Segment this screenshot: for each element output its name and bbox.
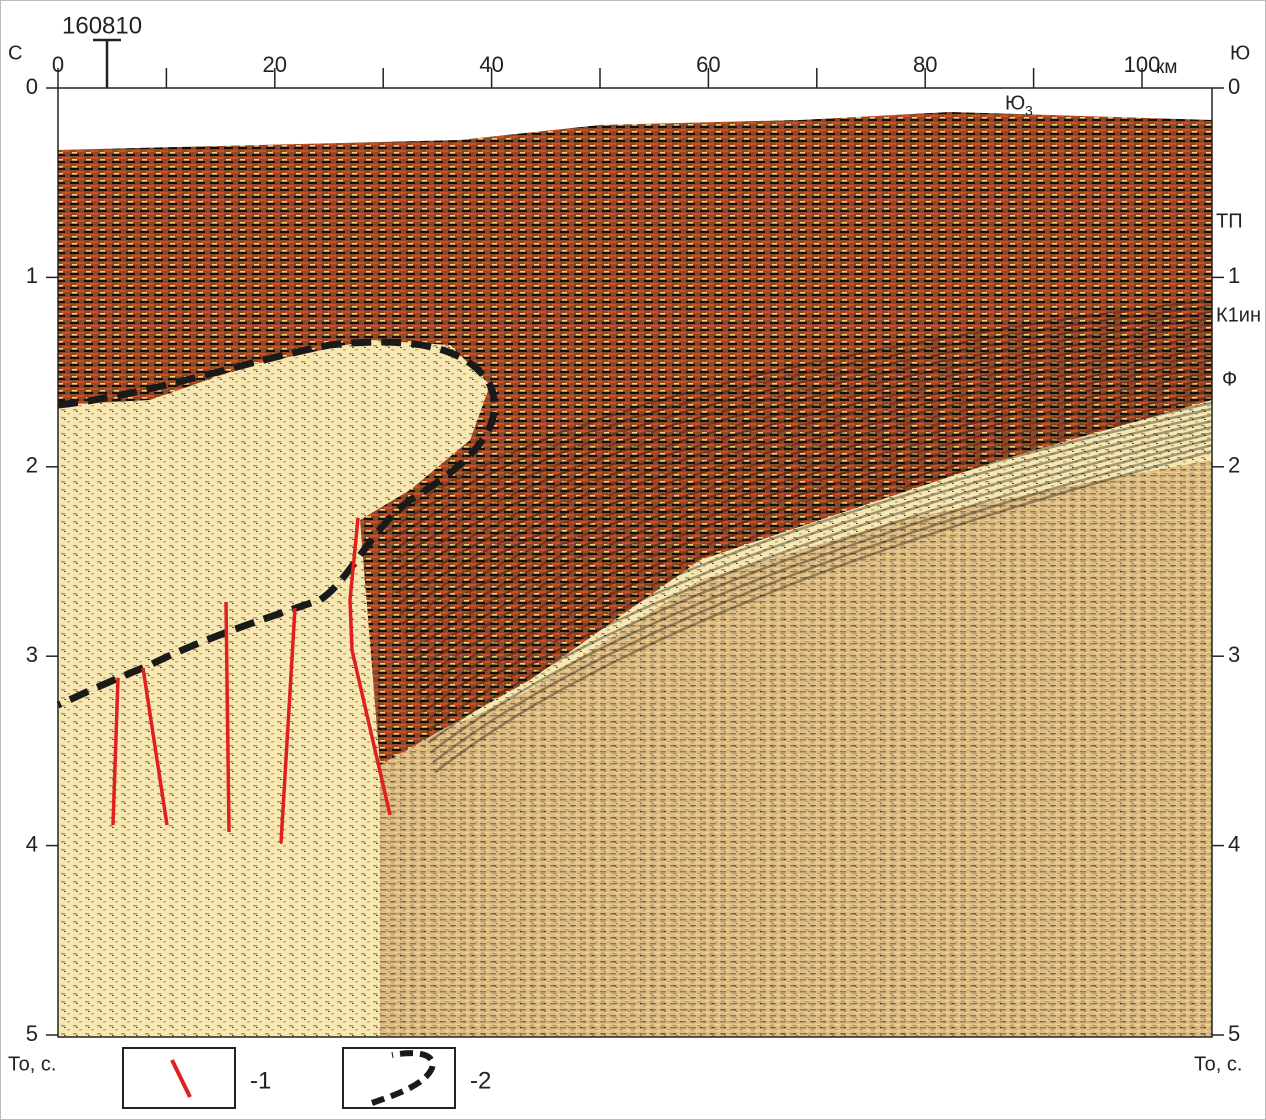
y-tick-label-right: 0	[1228, 74, 1240, 99]
page: 160810 С Ю ТП К1ин Ф Ю 3 То, с. То, с. -…	[0, 0, 1266, 1120]
y-tick-label-left: 2	[26, 453, 38, 478]
legend-label: -1	[250, 1067, 271, 1094]
y-axis-label: То, с.	[8, 1053, 56, 1075]
y-tick-label-right: 5	[1228, 1021, 1240, 1046]
seismic-section	[58, 88, 1212, 1037]
y-tick-label-left: 4	[26, 831, 38, 856]
y-axis-label: То, с.	[1194, 1053, 1242, 1075]
x-tick-label: 0	[52, 52, 64, 77]
figure: 160810 С Ю ТП К1ин Ф Ю 3 То, с. То, с. -…	[0, 0, 1266, 1120]
y-tick-label-left: 5	[26, 1021, 38, 1046]
horizon-label: ТП	[1216, 210, 1243, 232]
horizon-label-sub: 3	[1025, 103, 1033, 119]
horizon-label: К1ин	[1216, 304, 1261, 326]
x-tick-label: 100	[1124, 52, 1161, 77]
left-end-label: С	[8, 42, 22, 64]
y-tick-label-right: 3	[1228, 642, 1240, 667]
horizon-label: Ю	[1005, 92, 1025, 114]
well-label: 160810	[62, 12, 142, 39]
right-end-label: Ю	[1230, 42, 1250, 64]
legend-label: -2	[470, 1067, 491, 1094]
x-tick-label: 80	[913, 52, 937, 77]
y-tick-label-left: 1	[26, 263, 38, 288]
x-tick-label: 40	[479, 52, 503, 77]
y-tick-label-left: 3	[26, 642, 38, 667]
y-tick-label-right: 4	[1228, 831, 1240, 856]
y-tick-label-right: 1	[1228, 263, 1240, 288]
x-tick-label: 60	[696, 52, 720, 77]
horizon-label: Ф	[1222, 368, 1237, 390]
y-tick-label-right: 2	[1228, 453, 1240, 478]
x-axis-unit: км	[1156, 57, 1177, 78]
y-tick-label-left: 0	[26, 74, 38, 99]
x-tick-label: 20	[263, 52, 287, 77]
